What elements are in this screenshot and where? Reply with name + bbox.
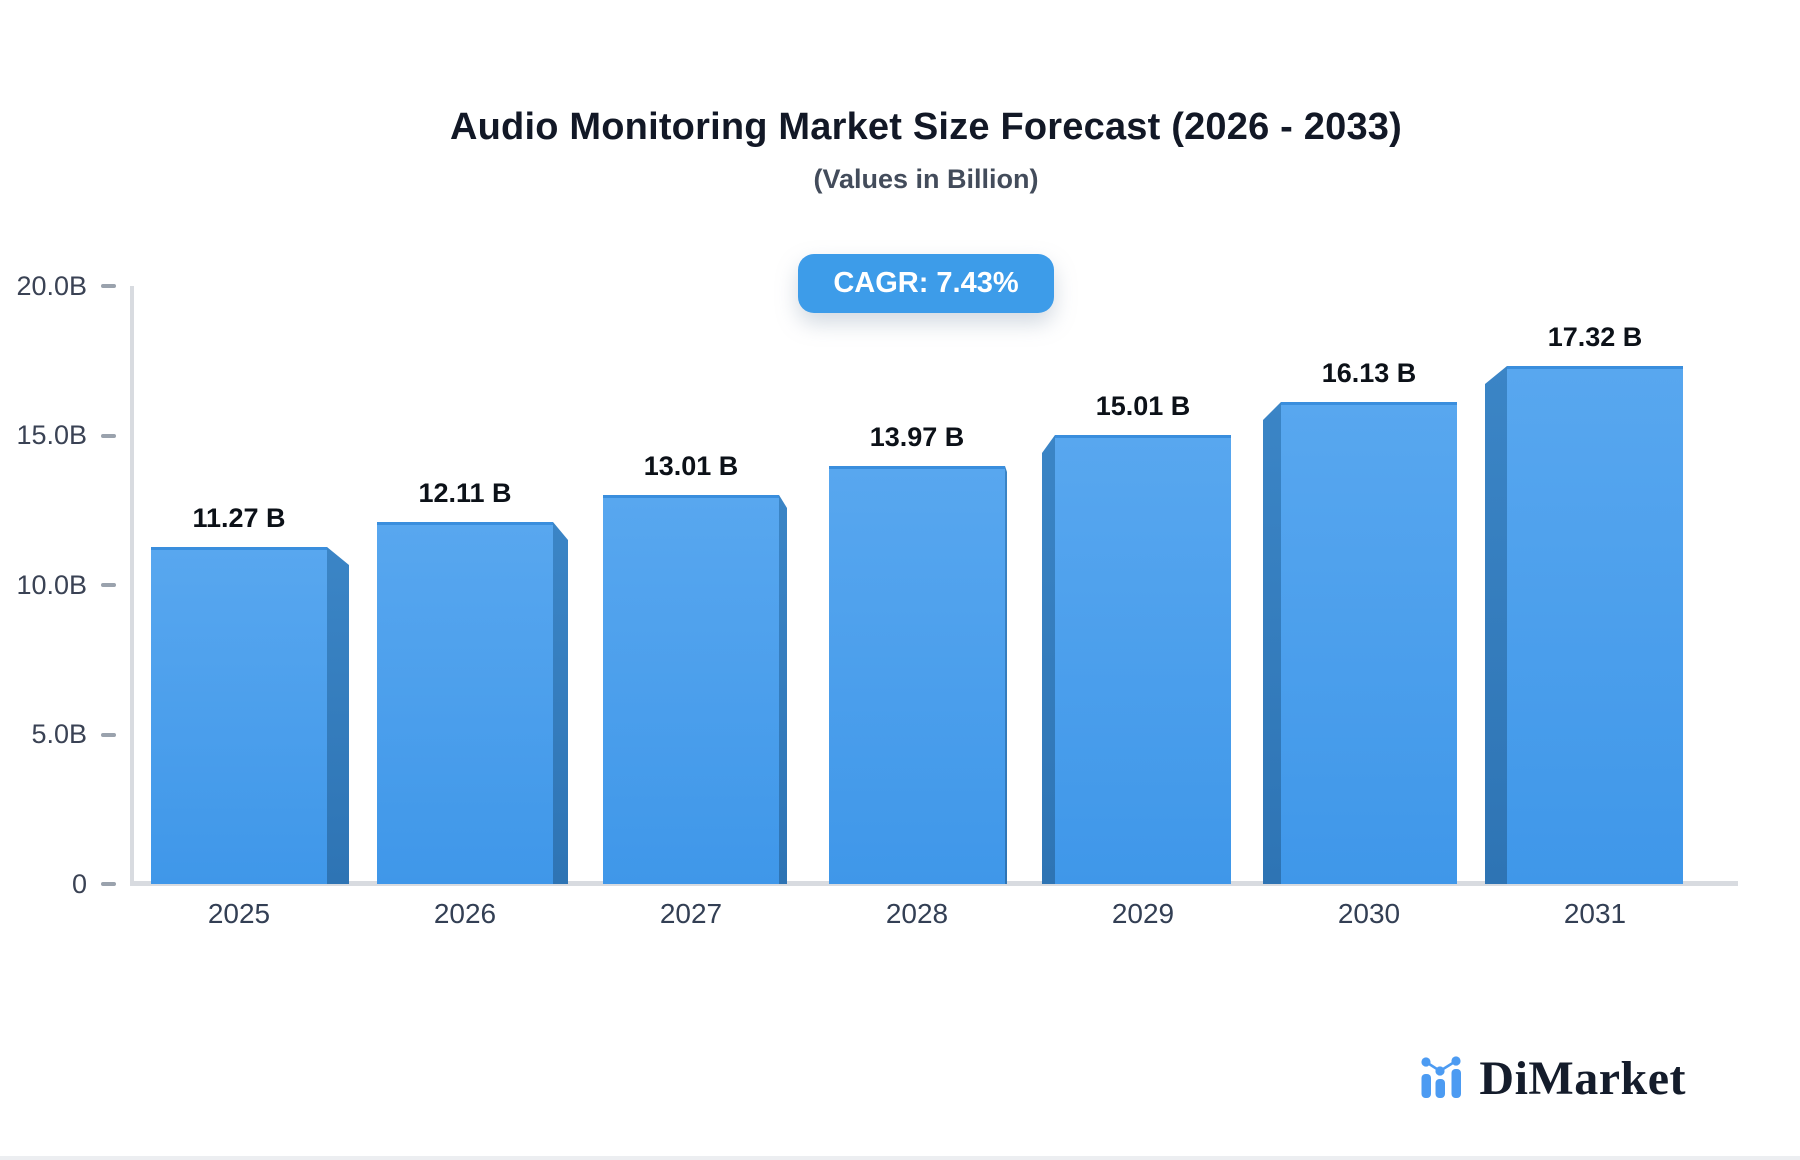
y-tick-label: 5.0B — [31, 719, 87, 749]
mini-bar-line-chart-icon — [1421, 1056, 1462, 1098]
bar-2027 — [603, 495, 779, 884]
y-axis-line — [130, 286, 134, 886]
y-tick-5.0B: 5.0B — [0, 718, 116, 752]
bar-2025 — [151, 547, 327, 884]
x-tick-2028: 2028 — [885, 898, 949, 929]
y-tick-label: 0 — [71, 868, 87, 899]
bar-side-face — [1005, 466, 1007, 884]
logo-text: DiMarket — [1479, 1052, 1686, 1105]
cagr-badge: CAGR: 7.43% — [798, 254, 1054, 313]
bar-side-face — [553, 522, 568, 884]
bar-value-label: 13.97 B — [869, 422, 965, 452]
bar-side-face — [779, 495, 787, 884]
x-tick-2031: 2031 — [1563, 898, 1627, 929]
bar-2030 — [1281, 402, 1457, 884]
y-tick-mark — [101, 284, 116, 288]
chart-subtitle: (Values in Billion) — [813, 164, 1039, 194]
x-tick-2029: 2029 — [1111, 898, 1175, 929]
y-tick-0: 0 — [0, 867, 116, 901]
dimarket-logo: DiMarket — [1420, 1052, 1686, 1105]
y-tick-mark — [101, 433, 116, 438]
bar-side-face — [327, 547, 349, 884]
y-tick-label: 10.0B — [16, 569, 87, 600]
y-tick-label: 20.0B — [16, 270, 87, 301]
y-tick-label: 15.0B — [16, 420, 87, 450]
y-tick-mark — [101, 732, 116, 737]
bar-side-face — [1485, 366, 1507, 884]
y-tick-15.0B: 15.0B — [0, 419, 116, 453]
bar-2029 — [1055, 435, 1231, 884]
bar-value-label: 12.11 B — [418, 478, 512, 508]
bar-value-label: 13.01 B — [643, 451, 739, 481]
bar-2026 — [377, 522, 553, 884]
bar-value-label: 15.01 B — [1095, 391, 1191, 421]
bar-2031 — [1507, 366, 1683, 884]
bar-value-label: 16.13 B — [1321, 358, 1417, 388]
chart-title: Audio Monitoring Market Size Forecast (2… — [450, 106, 1402, 148]
y-tick-10.0B: 10.0B — [0, 568, 116, 602]
y-tick-20.0B: 20.0B — [0, 269, 116, 303]
bar-side-face — [1263, 402, 1281, 884]
chart-header: Audio Monitoring Market Size Forecast (2… — [26, 0, 1800, 313]
bar-side-face — [1042, 435, 1055, 884]
bar-value-label: 17.32 B — [1547, 322, 1643, 352]
x-tick-2030: 2030 — [1337, 898, 1401, 929]
x-tick-2025: 2025 — [207, 898, 271, 929]
x-tick-2027: 2027 — [659, 898, 723, 929]
bar-value-label: 11.27 B — [192, 503, 286, 533]
x-tick-2026: 2026 — [433, 898, 497, 929]
bar-2028 — [829, 466, 1005, 884]
y-tick-mark — [101, 583, 116, 587]
y-tick-mark — [101, 882, 116, 886]
